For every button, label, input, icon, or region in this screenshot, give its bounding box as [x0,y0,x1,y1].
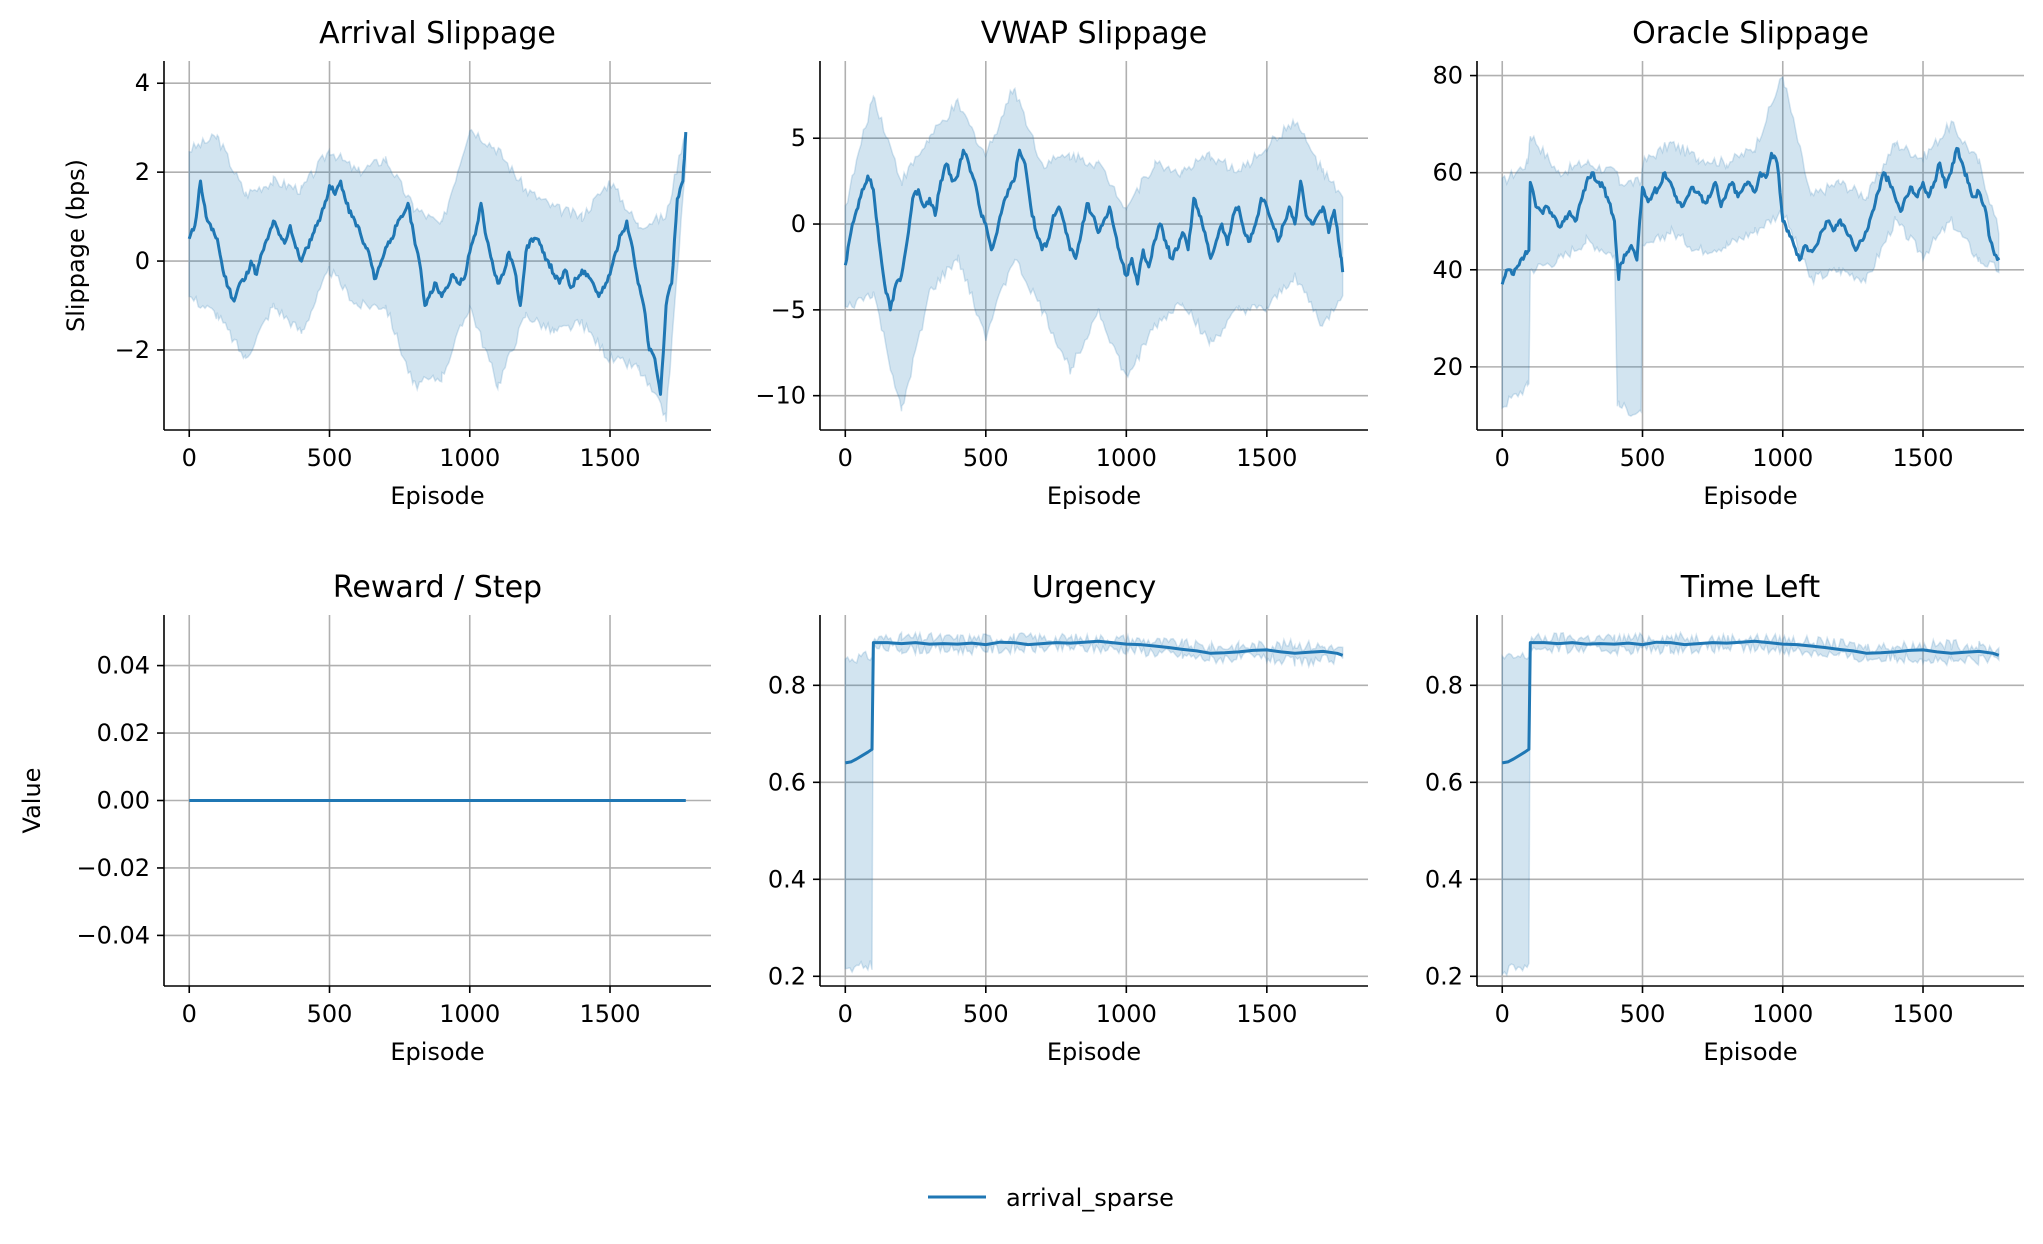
x-axis-label: Episode [390,1038,484,1066]
xtick-label: 1500 [579,444,640,472]
series-line-oracle-arrival_sparse [1500,146,2001,285]
series-line-arrival-arrival_sparse [187,132,688,396]
panel-title: Reward / Step [333,570,542,605]
confidence-band-vwap [844,86,1344,412]
ytick-label: 0.8 [1425,671,1463,699]
ytick-label: 0.4 [1425,865,1463,893]
ytick-label: −10 [755,382,806,410]
legend: arrival_sparse [928,1184,1174,1212]
ytick-label: 80 [1432,62,1463,90]
xtick-label: 1500 [1236,444,1297,472]
confidence-band-timeleft [1501,630,2000,977]
xtick-label: 1000 [1752,1000,1813,1028]
xtick-label: 1500 [1892,444,1953,472]
ytick-label: −0.02 [76,854,150,882]
xtick-label: 1500 [579,1000,640,1028]
panel-reward: 0 500 1000 1500 −0.04 −0.02 0.00 0.02 0.04 Reward… [18,570,711,1066]
confidence-band-urgency [844,630,1344,974]
ytick-label: 60 [1432,159,1463,187]
panel-timeleft: 0 500 1000 1500 0.2 0.4 0.6 0.8 Time Left Episode [1425,570,2024,1066]
x-axis-label: Episode [1047,482,1141,510]
x-axis-label: Episode [1047,1038,1141,1066]
xtick-label: 0 [182,444,197,472]
xtick-label: 500 [963,444,1009,472]
ytick-label: 2 [135,158,150,186]
ytick-label: 0.6 [768,768,806,796]
xtick-label: 500 [1620,1000,1666,1028]
xtick-label: 0 [838,444,853,472]
xtick-label: 0 [838,1000,853,1028]
xtick-label: 1500 [1892,1000,1953,1028]
ytick-label: 0 [791,210,806,238]
x-axis-label: Episode [1703,1038,1797,1066]
ytick-label: −2 [115,336,150,364]
xtick-label: 500 [307,444,353,472]
ytick-label: 0.00 [97,787,150,815]
ytick-label: 5 [791,124,806,152]
panel-title: VWAP Slippage [981,16,1207,51]
confidence-band-arrival [188,128,687,422]
xtick-label: 0 [1495,444,1510,472]
series-line-vwap-arrival_sparse [843,148,1345,312]
ytick-label: 0.2 [1425,962,1463,990]
ytick-label: 0.2 [768,962,806,990]
panel-oracle: 0 500 1000 1500 20 40 60 80 Oracle Slippage Episo… [1432,16,2024,510]
y-axis-label: Value [18,768,46,834]
ytick-label: 0.4 [768,865,806,893]
ytick-label: −0.04 [76,921,150,949]
panel-title: Arrival Slippage [319,16,556,51]
ytick-label: 0.8 [768,671,806,699]
ytick-label: 0.02 [97,719,150,747]
xtick-label: 1000 [1096,1000,1157,1028]
xtick-label: 500 [1620,444,1666,472]
ytick-label: 0.6 [1425,768,1463,796]
panel-urgency: 0 500 1000 1500 0.2 0.4 0.6 0.8 Urgency Episode [768,570,1368,1066]
panel-title: Time Left [1680,570,1821,605]
xtick-label: 0 [182,1000,197,1028]
legend-label: arrival_sparse [1006,1184,1174,1212]
xtick-label: 1500 [1236,1000,1297,1028]
xtick-label: 1000 [1096,444,1157,472]
xtick-label: 500 [963,1000,1009,1028]
ytick-label: −5 [771,296,806,324]
x-axis-label: Episode [390,482,484,510]
ytick-label: 0.04 [97,652,150,680]
x-axis-label: Episode [1703,482,1797,510]
panel-title: Urgency [1032,570,1157,605]
series-line-timeleft-arrival_sparse [1501,639,2000,765]
ytick-label: 40 [1432,256,1463,284]
panel-arrival: 0 500 1000 1500 −2 0 2 4 Arrival Slippage Episode… [62,16,711,510]
xtick-label: 500 [307,1000,353,1028]
ytick-label: 4 [135,69,150,97]
y-axis-label: Slippage (bps) [62,159,90,332]
xtick-label: 1000 [439,1000,500,1028]
panel-title: Oracle Slippage [1632,16,1869,51]
ytick-label: 0 [135,247,150,275]
xtick-label: 1000 [1752,444,1813,472]
xtick-label: 1000 [439,444,500,472]
panel-vwap: 0 500 1000 1500 −10 −5 0 5 VWAP Slippage Episode [755,16,1368,510]
ytick-label: 20 [1432,353,1463,381]
xtick-label: 0 [1495,1000,1510,1028]
series-line-urgency-arrival_sparse [845,639,1344,765]
confidence-band-oracle [1501,75,2000,417]
